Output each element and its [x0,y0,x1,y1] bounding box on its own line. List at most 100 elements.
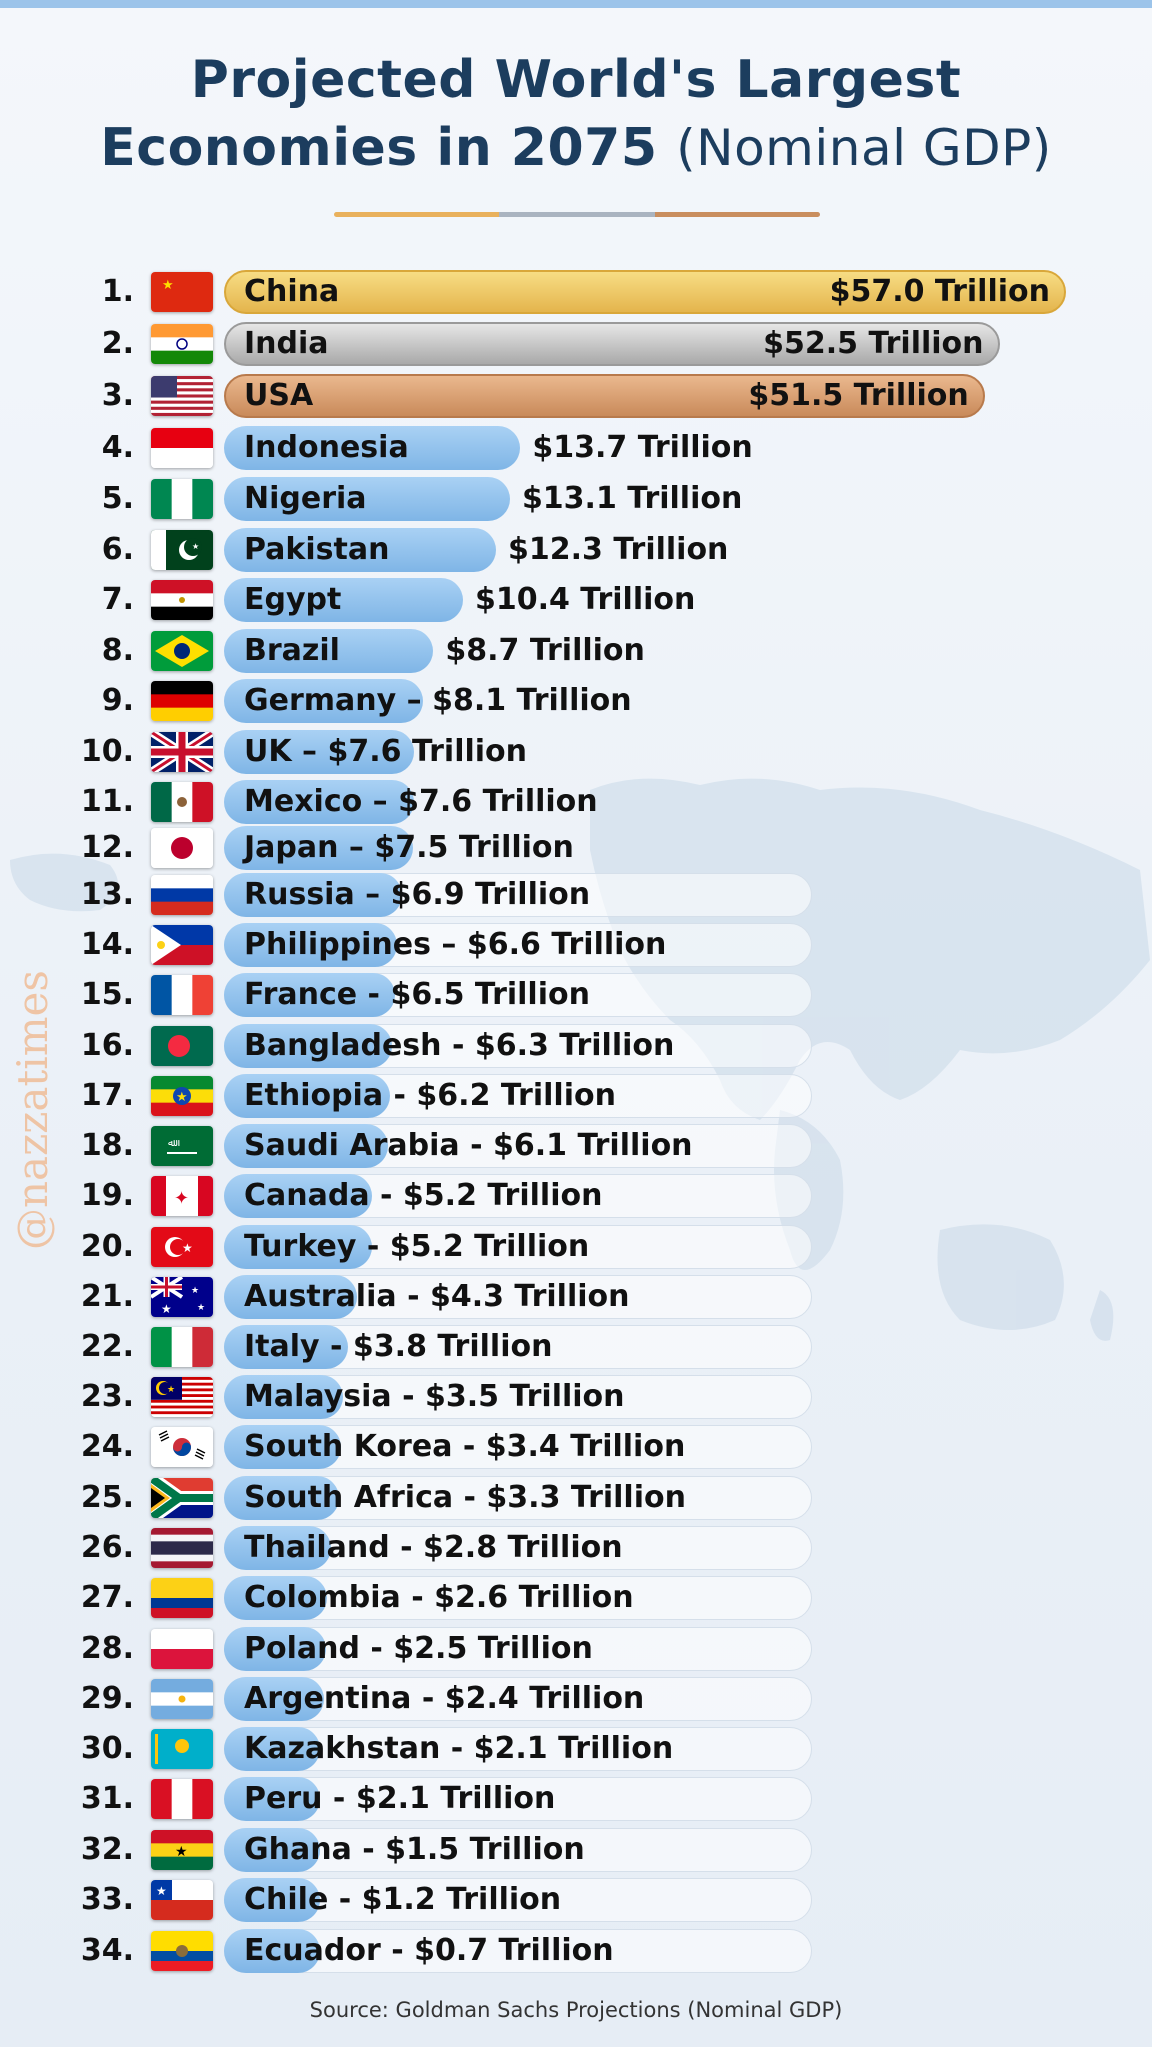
country-label: Philippines – $6.6 Trillion [244,927,667,962]
bar-chile [224,1878,320,1922]
country-label: Germany – $8.1 Trillion [244,683,632,718]
country-label: Pakistan [244,532,390,567]
bar-south-korea [224,1425,342,1469]
bar-track [224,1828,812,1872]
rank-number: 4. [101,430,134,465]
value-label: $57.0 Trillion [829,274,1050,309]
title-divider [334,212,820,217]
table-row: 33. ★ Chile - $1.2 Trillion [0,1878,1152,1922]
svg-text:★: ★ [167,1385,175,1395]
country-label: South Korea - $3.4 Trillion [244,1429,686,1464]
rank-number: 15. [80,977,134,1012]
chart-title-line2: Economies in 2075 (Nominal GDP) [0,118,1152,178]
rank-number: 33. [80,1882,134,1917]
flag-ng-icon [151,479,213,519]
bar-ghana [224,1828,320,1872]
flag-gb-icon [151,732,213,772]
country-label: Nigeria [244,481,367,516]
country-label: Canada - $5.2 Trillion [244,1178,603,1213]
rank-number: 8. [101,633,134,668]
flag-mx-icon [151,782,213,822]
flag-br-icon [151,631,213,671]
bar-pakistan [224,528,497,572]
country-label: UK – $7.6 Trillion [244,734,528,769]
country-label: Ghana - $1.5 Trillion [244,1832,585,1867]
bar-mexico [224,780,415,824]
value-label: $13.7 Trillion [532,430,753,465]
country-label: Ecuador - $0.7 Trillion [244,1933,614,1968]
bar-track [224,1929,812,1973]
bar-bangladesh [224,1024,392,1068]
rank-number: 27. [80,1580,134,1615]
country-label: Brazil [244,633,340,668]
country-label: Argentina - $2.4 Trillion [244,1681,645,1716]
table-row: 34. Ecuador - $0.7 Trillion [0,1929,1152,1973]
rank-number: 12. [80,830,134,865]
flag-co-icon [151,1578,213,1618]
svg-text:★: ★ [156,1884,167,1898]
flag-pk-icon: ★ [151,530,213,570]
flag-ph-icon [151,925,213,965]
bar-japan [224,826,413,870]
table-row: 16. Bangladesh - $6.3 Trillion [0,1024,1152,1068]
table-row: 3. USA $51.5 Trillion [0,374,1152,418]
country-label: Chile - $1.2 Trillion [244,1882,562,1917]
table-row: 6. ★ Pakistan $12.3 Trillion [0,528,1152,572]
svg-text:✦: ✦ [174,1188,189,1209]
flag-cl-icon: ★ [151,1880,213,1920]
table-row: 22. Italy - $3.8 Trillion [0,1325,1152,1369]
table-row: 30. Kazakhstan - $2.1 Trillion [0,1727,1152,1771]
rank-number: 23. [80,1379,134,1414]
rank-number: 26. [80,1530,134,1565]
bar-peru [224,1777,320,1821]
table-row: 23. ★ Malaysia - $3.5 Trillion [0,1375,1152,1419]
chart-title-line1: Projected World's Largest [190,50,962,110]
table-row: 7. Egypt $10.4 Trillion [0,578,1152,622]
bar-poland [224,1627,326,1671]
value-label: $10.4 Trillion [474,582,696,617]
flag-ec-icon [151,1931,213,1971]
rank-number: 22. [80,1329,134,1364]
flag-tr-icon: ★ [151,1227,213,1267]
svg-text:★: ★ [176,1090,188,1105]
rank-number: 30. [80,1731,134,1766]
rank-number: 19. [80,1178,134,1213]
flag-jp-icon [151,828,213,868]
table-row: 17. ★ Ethiopia - $6.2 Trillion [0,1074,1152,1118]
flag-fr-icon [151,975,213,1015]
table-row: 15. France - $6.5 Trillion [0,973,1152,1017]
rank-number: 29. [80,1681,134,1716]
table-row: 26. Thailand - $2.8 Trillion [0,1526,1152,1570]
country-label: Saudi Arabia - $6.1 Trillion [244,1128,693,1163]
rank-number: 17. [80,1078,134,1113]
bar-indonesia [224,426,521,470]
table-row: 2. India $52.5 Trillion [0,322,1152,366]
rank-number: 34. [80,1933,134,1968]
bar-south-africa [224,1476,340,1520]
table-row: 24. South Korea - $3.4 Trillion [0,1425,1152,1469]
table-row: 4. Indonesia $13.7 Trillion [0,426,1152,470]
flag-kr-icon [151,1427,213,1467]
rank-number: 20. [80,1229,134,1264]
flag-bd-icon [151,1026,213,1066]
country-label: France - $6.5 Trillion [244,977,590,1012]
bar-australia [224,1275,357,1319]
table-row: 5. Nigeria $13.1 Trillion [0,477,1152,521]
country-label: China [244,274,340,309]
bar-india [224,322,1000,366]
bar-germany [224,679,423,723]
flag-gh-icon: ★ [151,1830,213,1870]
bar-nigeria [224,477,510,521]
rank-number: 11. [80,784,134,819]
bar-colombia [224,1576,328,1620]
bar-argentina [224,1677,324,1721]
chart-title-main: Economies in 2075 [100,118,658,178]
bar-track [224,1878,812,1922]
value-label: $8.7 Trillion [445,633,645,668]
bar-malaysia [224,1375,343,1419]
country-label: Egypt [244,582,342,617]
flag-ru-icon [151,875,213,915]
table-row: 19. ✦ Canada - $5.2 Trillion [0,1174,1152,1218]
flag-et-icon: ★ [151,1076,213,1116]
table-row: 25. South Africa - $3.3 Trillion [0,1476,1152,1520]
